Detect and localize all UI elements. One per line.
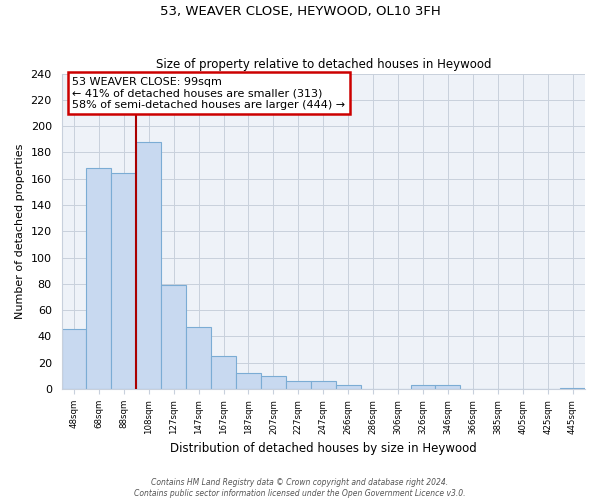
Bar — [161, 285, 186, 389]
Bar — [336, 385, 361, 389]
Text: 53, WEAVER CLOSE, HEYWOOD, OL10 3FH: 53, WEAVER CLOSE, HEYWOOD, OL10 3FH — [160, 5, 440, 18]
Bar — [286, 381, 311, 389]
Title: Size of property relative to detached houses in Heywood: Size of property relative to detached ho… — [155, 58, 491, 71]
Bar — [211, 356, 236, 389]
Bar — [186, 328, 211, 389]
Bar — [86, 168, 112, 389]
Text: Contains HM Land Registry data © Crown copyright and database right 2024.
Contai: Contains HM Land Registry data © Crown c… — [134, 478, 466, 498]
Bar — [410, 385, 436, 389]
Bar — [560, 388, 585, 389]
Bar — [62, 328, 86, 389]
Bar — [112, 174, 136, 389]
Bar — [436, 385, 460, 389]
Bar — [236, 374, 261, 389]
Text: 53 WEAVER CLOSE: 99sqm
← 41% of detached houses are smaller (313)
58% of semi-de: 53 WEAVER CLOSE: 99sqm ← 41% of detached… — [72, 76, 345, 110]
Bar — [136, 142, 161, 389]
Y-axis label: Number of detached properties: Number of detached properties — [15, 144, 25, 319]
Bar — [311, 381, 336, 389]
X-axis label: Distribution of detached houses by size in Heywood: Distribution of detached houses by size … — [170, 442, 476, 455]
Bar — [261, 376, 286, 389]
